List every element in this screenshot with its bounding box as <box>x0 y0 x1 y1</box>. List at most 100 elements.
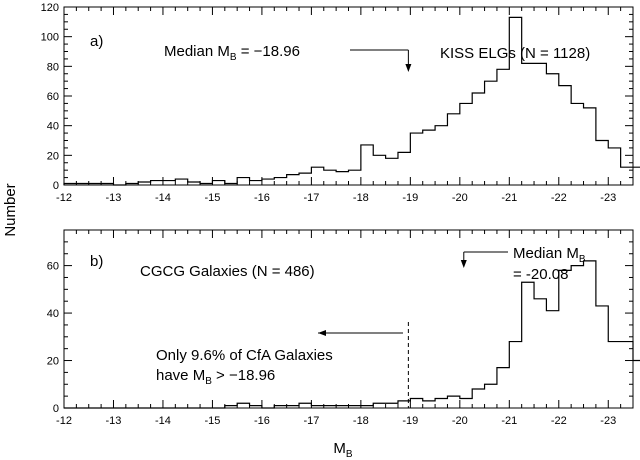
panel-b-histogram-bin <box>633 361 640 408</box>
panel-b-bars <box>225 261 640 408</box>
panel-a-histogram-bin <box>361 145 373 185</box>
panel-b-histogram-bin <box>621 342 633 408</box>
panel-a-x-tick-label: -17 <box>303 192 319 204</box>
panel-b-histogram-outline <box>64 260 640 409</box>
panel-a-histogram-bin <box>497 69 509 185</box>
panel-a-histogram-bin <box>571 103 583 185</box>
panel-a-histogram-bin <box>410 133 422 185</box>
panel-a-histogram-bin <box>435 126 447 185</box>
panel-a-median-annotation: Median MB = −18.96 <box>164 43 300 63</box>
panel-a-x-tick-label: -20 <box>452 192 468 204</box>
panel-b-histogram-bin <box>410 399 422 408</box>
panel-a-y-tick-label: 80 <box>47 61 59 73</box>
panel-a-histogram-bin <box>386 158 398 185</box>
panel-a-x-ticks: -12 -13 -14 -15 -16 -17 -18 -19 -20 -21 -22 -23 <box>56 7 634 204</box>
panel-a-histogram-bin <box>373 155 385 185</box>
panel-a-histogram-bin <box>447 114 459 185</box>
panel-b-cut-annotation-line1: Only 9.6% of CfA Galaxies <box>156 347 333 364</box>
panel-b-histogram-bin <box>386 403 398 408</box>
panel-a-y-tick-label: 120 <box>41 2 59 14</box>
panel-a-x-tick-label: -14 <box>155 192 171 204</box>
median-b-arrowhead <box>460 260 467 268</box>
panel-b-histogram-bin <box>472 389 484 408</box>
panel-a-y-tick-label: 60 <box>47 91 59 103</box>
panel-b-label: b) <box>90 253 103 270</box>
panel-a-histogram-bin <box>608 148 620 185</box>
panel-a-histogram-bin <box>324 170 336 185</box>
panel-b-x-tick-label: -15 <box>204 415 220 427</box>
panel-a-histogram-bin <box>398 152 410 185</box>
panel-a-histogram-bin <box>522 63 534 185</box>
panel-a-histogram-bin <box>534 63 546 185</box>
panel-b-cut-annotation-line2: have MB > −18.96 <box>156 367 275 387</box>
panel-a-histogram-bin <box>633 167 640 185</box>
panel-a-frame <box>63 6 634 186</box>
y-axis-label: Number <box>2 183 19 236</box>
panel-a-y-tick-label: 20 <box>47 150 59 162</box>
panel-a-y-ticks: 0 20 40 60 80 100 120 <box>41 2 633 192</box>
panel-a-label: a) <box>90 33 103 50</box>
panel-b-histogram-bin <box>509 342 521 408</box>
panel-b-x-tick-label: -18 <box>353 415 369 427</box>
panel-a-x-tick-label: -16 <box>254 192 270 204</box>
panel-b-y-tick-label: 60 <box>47 261 59 273</box>
panel-b-markers <box>318 251 508 408</box>
panel-a-histogram-bin <box>349 170 361 185</box>
panel-a-x-tick-label: -22 <box>551 192 567 204</box>
panel-b-x-tick-label: -20 <box>452 415 468 427</box>
panel-a-histogram-bin <box>163 181 175 185</box>
panel-a-x-tick-label: -18 <box>353 192 369 204</box>
panel-a-histogram-bin <box>151 181 163 185</box>
panel-a-y-tick-label: 40 <box>47 121 59 133</box>
panel-a-histogram-bin <box>559 86 571 185</box>
panel-a-histogram-bin <box>250 181 262 185</box>
median-a-arrowhead <box>405 64 412 72</box>
panel-a-histogram-bin <box>596 141 608 186</box>
x-axis-label: MB <box>333 440 353 460</box>
panel-a-median-arrow <box>350 49 412 72</box>
panel-a-x-tick-label: -15 <box>204 192 220 204</box>
panel-b-histogram-bin <box>423 401 435 408</box>
panel-b-histogram-bin <box>608 342 620 408</box>
panel-a-histogram-bin <box>212 181 224 185</box>
panel-b-histogram-bin <box>299 403 311 408</box>
panel-b-histogram-bin <box>546 311 558 408</box>
panel-a-histogram-bin <box>485 81 497 185</box>
panel-a-histogram-bin <box>472 93 484 185</box>
panel-a-y-tick-label: 100 <box>41 32 59 44</box>
panel-b-median-value: = -20.08 <box>513 266 568 283</box>
panel-a-histogram-bin <box>274 178 286 185</box>
panel-b-x-tick-label: -17 <box>303 415 319 427</box>
panel-b-x-tick-label: -12 <box>56 415 72 427</box>
panel-a-histogram-bin <box>546 74 558 185</box>
panel-b-y-tick-label: 40 <box>47 308 59 320</box>
panel-b-y-tick-label: 0 <box>53 403 59 415</box>
panel-a-histogram-bin <box>336 172 348 185</box>
panel-a-histogram-bin <box>299 173 311 185</box>
panel-a-x-tick-label: -12 <box>56 192 72 204</box>
cut-arrowhead <box>318 330 326 336</box>
panel-a-histogram-bin <box>237 178 249 185</box>
panel-b-histogram-bin <box>373 403 385 408</box>
panel-b-histogram-bin <box>485 384 497 408</box>
panel-b-x-tick-label: -14 <box>155 415 171 427</box>
panel-a-histogram-bin <box>423 130 435 185</box>
panel-a-histogram-bin <box>175 179 187 185</box>
panel-a-histogram-bin <box>460 103 472 185</box>
panel-a-bars <box>64 17 640 185</box>
panel-a: 0 20 40 60 80 100 120 -12 -13 -14 -15 -16 -17 -18 -19… <box>41 2 640 204</box>
panel-b-histogram-bin <box>460 399 472 408</box>
panel-b-x-tick-label: -13 <box>106 415 122 427</box>
panel-a-title: KISS ELGs (N = 1128) <box>440 45 590 62</box>
panel-b-x-tick-label: -21 <box>501 415 517 427</box>
panel-b-histogram-bin <box>596 306 608 408</box>
panel-b-histogram-bin <box>435 399 447 408</box>
panel-b-histogram-bin <box>497 368 509 408</box>
panel-b-histogram-bin <box>534 299 546 408</box>
panel-a-x-tick-label: -13 <box>106 192 122 204</box>
panel-b-histogram-bin <box>447 396 459 408</box>
panel-b-histogram-bin <box>584 261 596 408</box>
panel-a-histogram-bin <box>311 167 323 185</box>
panel-b: 0 20 40 60 -12 -13 -14 -15 -16 -17 -18 -19 -20 -21 -2… <box>47 229 640 427</box>
panel-b-histogram-bin <box>522 282 534 408</box>
